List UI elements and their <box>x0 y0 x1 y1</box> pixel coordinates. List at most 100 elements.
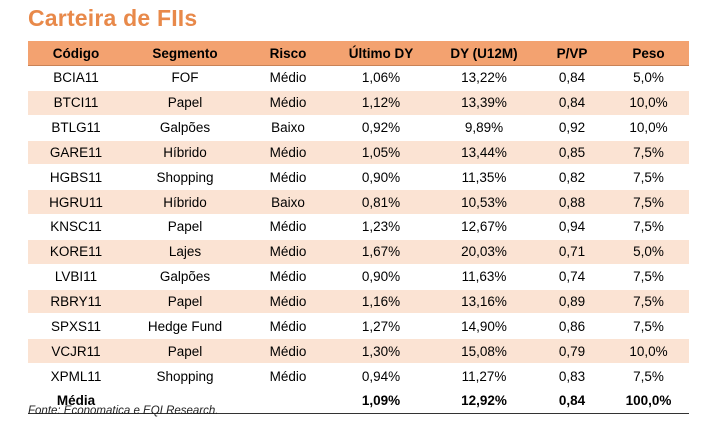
cell-dy-u12m: 14,90% <box>432 313 536 340</box>
cell-peso: 7,5% <box>608 289 689 315</box>
cell-dy-u12m: 13,44% <box>432 140 536 166</box>
cell-risco: Médio <box>246 90 330 116</box>
cell-codigo: HGBS11 <box>28 164 124 191</box>
cell-codigo: KORE11 <box>28 239 124 265</box>
page-title: Carteira de FIIs <box>28 5 198 31</box>
cell-segmento: Papel <box>124 289 246 315</box>
cell-ultimo-dy: 1,16% <box>330 289 432 315</box>
cell-peso: 7,5% <box>608 214 689 240</box>
cell-risco: Médio <box>246 214 330 240</box>
table-footer-row: Média 1,09% 12,92% 0,84 100,0% <box>28 387 689 414</box>
cell-segmento: Papel <box>124 214 246 240</box>
table-row: VCJR11 Papel Médio 1,30% 15,08% 0,79 10,0% <box>28 338 689 365</box>
cell-peso: 7,5% <box>608 363 689 389</box>
cell-peso: 7,5% <box>608 164 689 191</box>
cell-risco: Baixo <box>246 115 330 141</box>
cell-peso: 10,0% <box>608 338 689 365</box>
cell-risco: Médio <box>246 239 330 265</box>
table-row: RBRY11 Papel Médio 1,16% 13,16% 0,89 7,5% <box>28 289 689 315</box>
cell-risco: Médio <box>246 65 330 91</box>
cell-p-vp: 0,83 <box>536 363 608 389</box>
cell-p-vp: 0,79 <box>536 338 608 365</box>
cell-ultimo-dy: 1,05% <box>330 140 432 166</box>
table-body: BCIA11 FOF Médio 1,06% 13,22% 0,84 5,0% BTCI11 P… <box>28 65 689 389</box>
cell-peso: 5,0% <box>608 239 689 265</box>
cell-segmento: Lajes <box>124 239 246 265</box>
cell-risco: Médio <box>246 140 330 166</box>
cell-dy-u12m: 20,03% <box>432 239 536 265</box>
cell-ultimo-dy: 1,30% <box>330 338 432 365</box>
cell-ultimo-dy: 1,12% <box>330 90 432 116</box>
cell-segmento: Shopping <box>124 363 246 389</box>
cell-p-vp: 0,84 <box>536 90 608 116</box>
footer-label: Média <box>28 387 124 414</box>
cell-codigo: LVBI11 <box>28 264 124 290</box>
column-header-risco: Risco <box>246 41 330 66</box>
column-header-segmento: Segmento <box>124 41 246 66</box>
cell-ultimo-dy: 1,67% <box>330 239 432 265</box>
cell-segmento: Galpões <box>124 264 246 290</box>
table-row: BTCI11 Papel Médio 1,12% 13,39% 0,84 10,0% <box>28 90 689 116</box>
cell-ultimo-dy: 0,90% <box>330 164 432 191</box>
cell-peso: 10,0% <box>608 90 689 116</box>
column-header-peso: Peso <box>608 41 689 66</box>
cell-risco: Médio <box>246 338 330 365</box>
cell-dy-u12m: 15,08% <box>432 338 536 365</box>
cell-ultimo-dy: 0,81% <box>330 189 432 216</box>
cell-codigo: RBRY11 <box>28 289 124 315</box>
cell-peso: 7,5% <box>608 264 689 290</box>
cell-p-vp: 0,84 <box>536 65 608 91</box>
column-header-codigo: Código <box>28 41 124 66</box>
cell-p-vp: 0,74 <box>536 264 608 290</box>
cell-p-vp: 0,94 <box>536 214 608 240</box>
table-row: LVBI11 Galpões Médio 0,90% 11,63% 0,74 7,5% <box>28 264 689 290</box>
cell-risco: Médio <box>246 313 330 340</box>
cell-segmento: Papel <box>124 338 246 365</box>
cell-codigo: BTCI11 <box>28 90 124 116</box>
cell-p-vp: 0,86 <box>536 313 608 340</box>
cell-dy-u12m: 12,67% <box>432 214 536 240</box>
table-row: GARE11 Híbrido Médio 1,05% 13,44% 0,85 7,5% <box>28 140 689 166</box>
column-header-dy-u12m: DY (U12M) <box>432 41 536 66</box>
footer-total-peso: 100,0% <box>608 387 689 414</box>
cell-risco: Médio <box>246 289 330 315</box>
cell-segmento: Shopping <box>124 164 246 191</box>
cell-codigo: BTLG11 <box>28 115 124 141</box>
cell-codigo: KNSC11 <box>28 214 124 240</box>
cell-segmento: Híbrido <box>124 140 246 166</box>
table-row: XPML11 Shopping Médio 0,94% 11,27% 0,83 7,5% <box>28 363 689 389</box>
cell-segmento: Galpões <box>124 115 246 141</box>
cell-dy-u12m: 11,63% <box>432 264 536 290</box>
table-row: BTLG11 Galpões Baixo 0,92% 9,89% 0,92 10,0% <box>28 115 689 141</box>
cell-risco: Médio <box>246 363 330 389</box>
column-header-ultimo-dy: Último DY <box>330 41 432 66</box>
cell-peso: 7,5% <box>608 313 689 340</box>
cell-peso: 5,0% <box>608 65 689 91</box>
cell-dy-u12m: 11,35% <box>432 164 536 191</box>
table-header-row: Código Segmento Risco Último DY DY (U12M… <box>28 41 689 66</box>
cell-dy-u12m: 10,53% <box>432 189 536 216</box>
cell-p-vp: 0,71 <box>536 239 608 265</box>
cell-ultimo-dy: 1,27% <box>330 313 432 340</box>
cell-segmento: Híbrido <box>124 189 246 216</box>
table-row: SPXS11 Hedge Fund Médio 1,27% 14,90% 0,86 7,5% <box>28 313 689 340</box>
cell-risco: Médio <box>246 164 330 191</box>
cell-p-vp: 0,88 <box>536 189 608 216</box>
cell-codigo: HGRU11 <box>28 189 124 216</box>
cell-ultimo-dy: 0,92% <box>330 115 432 141</box>
footer-avg-ultimo-dy: 1,09% <box>330 387 432 414</box>
cell-ultimo-dy: 0,90% <box>330 264 432 290</box>
cell-peso: 7,5% <box>608 189 689 216</box>
table-row: KNSC11 Papel Médio 1,23% 12,67% 0,94 7,5% <box>28 214 689 240</box>
cell-segmento: FOF <box>124 65 246 91</box>
table-row: KORE11 Lajes Médio 1,67% 20,03% 0,71 5,0% <box>28 239 689 265</box>
table-row: HGBS11 Shopping Médio 0,90% 11,35% 0,82 7,5% <box>28 164 689 191</box>
cell-codigo: GARE11 <box>28 140 124 166</box>
cell-peso: 10,0% <box>608 115 689 141</box>
cell-dy-u12m: 13,16% <box>432 289 536 315</box>
cell-codigo: VCJR11 <box>28 338 124 365</box>
cell-risco: Médio <box>246 264 330 290</box>
cell-p-vp: 0,92 <box>536 115 608 141</box>
table-row: HGRU11 Híbrido Baixo 0,81% 10,53% 0,88 7,5% <box>28 189 689 216</box>
source-note: Fonte: Economatica e EQI Research. <box>28 405 219 417</box>
